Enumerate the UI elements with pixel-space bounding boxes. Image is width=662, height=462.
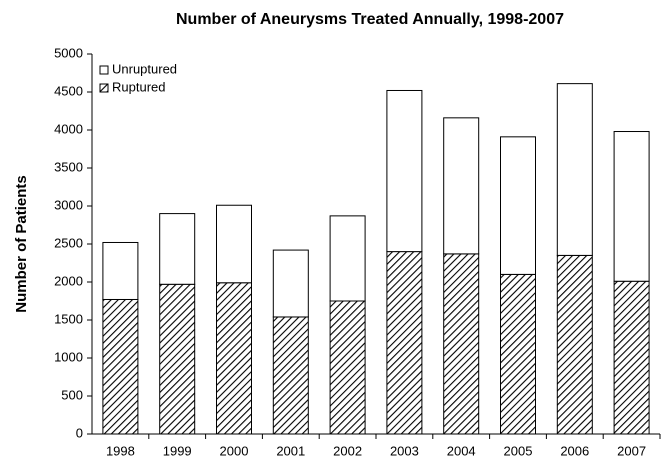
bar-segment (272, 316, 309, 435)
bar-segment (556, 83, 593, 256)
x-tick-label: 2007 (617, 443, 646, 458)
x-tick-label: 2006 (560, 443, 589, 458)
y-tick-label: 4000 (54, 121, 83, 136)
y-tick-label: 3000 (54, 197, 83, 212)
x-tick-label: 2003 (390, 443, 419, 458)
y-tick-label: 1000 (54, 349, 83, 364)
bar-segment (216, 204, 252, 284)
bar-segment (272, 249, 309, 318)
bar-segment (216, 282, 252, 435)
bar-segment (159, 283, 196, 435)
x-tick-label: 2001 (276, 443, 305, 458)
x-tick-label: 2002 (333, 443, 362, 458)
x-tick-label: 1999 (163, 443, 192, 458)
bar-segment (556, 254, 593, 435)
y-tick-label: 500 (61, 387, 83, 402)
y-tick-label: 1500 (54, 311, 83, 326)
y-tick-label: 4500 (54, 83, 83, 98)
bar-segment (386, 251, 423, 435)
bar-segment (386, 89, 423, 253)
bar-segment (329, 300, 366, 435)
bar-segment (443, 253, 480, 435)
bar-segment (159, 213, 196, 285)
y-axis-label: Number of Patients (13, 175, 30, 313)
y-tick-label: 2000 (54, 273, 83, 288)
y-tick-label: 0 (76, 425, 83, 440)
x-tick-label: 2005 (504, 443, 533, 458)
bar-segment (500, 273, 536, 435)
bar-segment (500, 136, 536, 275)
chart-title: Number of Aneurysms Treated Annually, 19… (176, 11, 564, 28)
legend-label: Ruptured (112, 79, 165, 94)
bar-segment (443, 117, 480, 255)
x-tick-label: 2000 (220, 443, 249, 458)
bar-segment (102, 241, 139, 300)
y-tick-label: 3500 (54, 159, 83, 174)
bar-segment (613, 131, 650, 282)
bar-segment (613, 280, 650, 435)
x-tick-label: 1998 (106, 443, 135, 458)
x-tick-label: 2004 (447, 443, 476, 458)
legend-swatch (99, 83, 109, 93)
legend-swatch (99, 65, 109, 75)
y-tick-label: 5000 (54, 45, 83, 60)
legend-label: Unruptured (112, 61, 177, 76)
bar-segment (102, 298, 139, 435)
y-tick-label: 2500 (54, 235, 83, 250)
bar-segment (329, 215, 366, 302)
